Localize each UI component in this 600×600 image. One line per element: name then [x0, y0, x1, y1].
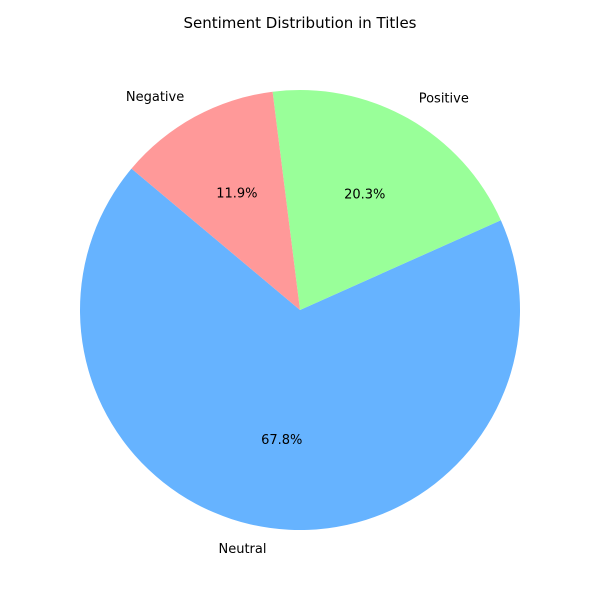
slice-neutral: [80, 168, 521, 530]
slice-label-neutral: Neutral: [219, 542, 267, 557]
percent-label-positive: 20.3%: [344, 187, 385, 202]
slice-negative: [131, 91, 300, 310]
slice-label-negative: Negative: [126, 90, 184, 105]
percent-label-neutral: 67.8%: [261, 433, 302, 448]
slice-label-positive: Positive: [419, 92, 469, 107]
pie-labels: Neutral 67.8% Positive 20.3% Negative 11.9%: [126, 90, 469, 557]
percent-label-negative: 11.9%: [216, 187, 257, 202]
pie-slices: [80, 90, 521, 530]
chart-title: Sentiment Distribution in Titles: [184, 14, 417, 32]
slice-positive: [272, 90, 501, 310]
